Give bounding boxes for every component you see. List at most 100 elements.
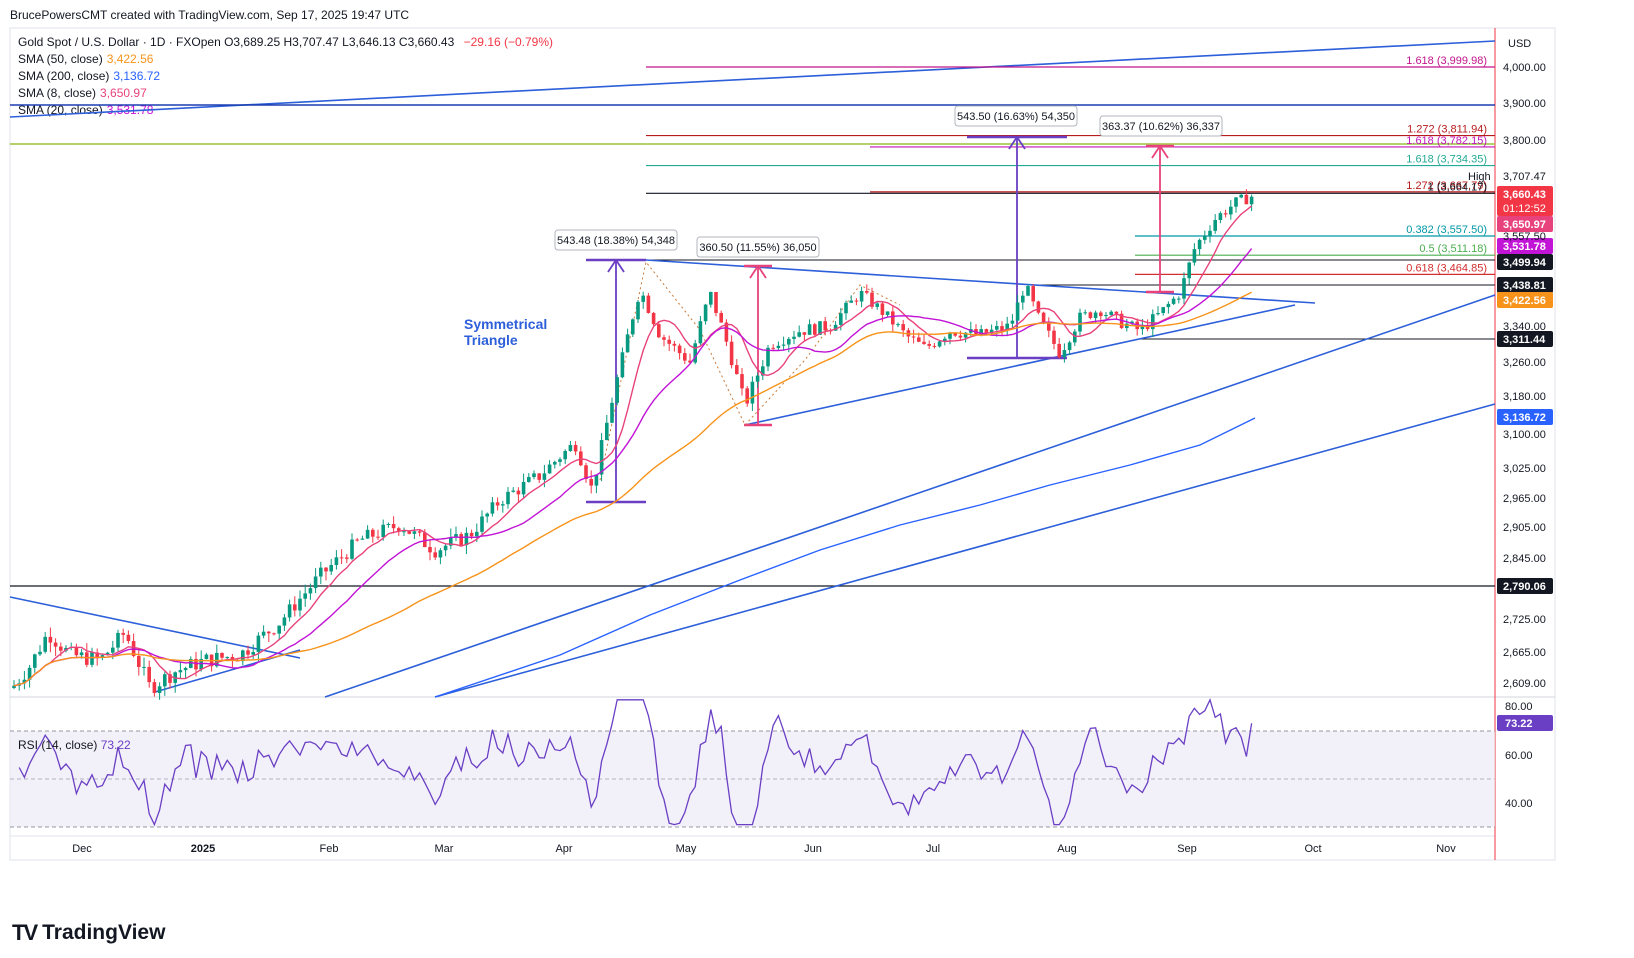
measure-label-2: 360.50 (11.55%) 36,050: [699, 242, 816, 254]
candle-body: [365, 529, 370, 539]
candle-body: [683, 353, 687, 361]
candle-body: [1114, 311, 1119, 314]
tradingview-brand[interactable]: TV TradingView: [12, 920, 165, 946]
candle-body: [438, 550, 443, 558]
fib-level-label: 0.382 (3,557.50): [1406, 224, 1487, 236]
symbol-row[interactable]: Gold Spot / U.S. Dollar · 1D · FXOpen O3…: [18, 34, 553, 51]
price-tag-label: 3,531.78: [1503, 241, 1546, 253]
measure-label-4-box: [1099, 115, 1223, 137]
x-tick-label: 2025: [191, 843, 215, 855]
candle-body: [537, 473, 541, 480]
candle-body: [553, 461, 557, 465]
x-tick-label: Jul: [926, 843, 940, 855]
fib-level-label: 0.618 (3,464.85): [1406, 262, 1487, 274]
price-chart[interactable]: 1.618 (3,999.98)1.272 (3,811.94)1.618 (3…: [0, 0, 1634, 900]
sma20-value: 3,531.78: [106, 103, 154, 117]
swing-path: [599, 260, 901, 481]
y-tick-label: 2,665.00: [1503, 647, 1546, 659]
candle-body: [885, 311, 890, 315]
price-tag-label: 3,499.94: [1503, 257, 1547, 269]
candle-body: [740, 374, 744, 389]
candle-body: [1187, 262, 1191, 279]
countdown-label: 01:12:52: [1503, 203, 1546, 215]
candle-body: [646, 295, 651, 313]
candle-body: [511, 490, 515, 492]
candle-body: [121, 632, 125, 635]
candle-body: [1015, 302, 1020, 321]
candle-body: [163, 674, 167, 687]
candle-body: [95, 652, 99, 659]
candle-body: [282, 617, 287, 626]
measure-arrow-1-head: [615, 259, 625, 273]
candle-body: [729, 341, 734, 366]
candle-body: [1062, 350, 1067, 358]
candle-body: [672, 343, 677, 346]
candle-body: [532, 473, 536, 478]
candle-body: [1041, 312, 1046, 324]
sma50-row[interactable]: SMA (50, close) 3,422.56: [18, 52, 154, 66]
candle-body: [995, 326, 999, 330]
candle-body: [714, 292, 718, 313]
candle-body: [677, 345, 682, 354]
candle-body: [142, 666, 146, 668]
candle-body: [958, 335, 963, 338]
y-tick-label: 2,725.00: [1503, 614, 1546, 626]
x-tick-label: Oct: [1304, 843, 1321, 855]
candle-body: [1057, 343, 1061, 358]
candle-body: [215, 652, 219, 667]
triangle-annotation: Symmetrical: [464, 316, 547, 332]
candle-body: [1234, 197, 1238, 207]
candle-body: [293, 604, 297, 611]
lower-rising-trend-line: [434, 403, 1496, 698]
price-tag: [1497, 578, 1553, 594]
price-tag: [1497, 409, 1553, 425]
candle-body: [126, 634, 131, 642]
candle-body: [449, 537, 453, 546]
price-tag-label: 3,660.43: [1503, 189, 1546, 201]
candle-body: [901, 324, 905, 331]
candle-body: [433, 552, 437, 558]
x-tick-label: Aug: [1057, 843, 1077, 855]
candle-body: [589, 479, 593, 486]
fib-level-label: 1.272 (3,667.79): [1406, 180, 1487, 192]
candle-body: [615, 377, 619, 403]
y-tick-label: 3,260.00: [1503, 357, 1546, 369]
candle-body: [1229, 206, 1233, 215]
candle-body: [1093, 312, 1098, 319]
fib-level-label: 1.618 (3,734.35): [1406, 154, 1487, 166]
candle-body: [745, 388, 749, 404]
candle-body: [849, 300, 853, 303]
candle-body: [984, 329, 989, 334]
candle-body: [667, 339, 671, 344]
rsi-value: 73.22: [100, 738, 131, 752]
candle-body: [53, 642, 58, 647]
fib-level-label: 1 (3,664.17): [1428, 181, 1487, 193]
drawing-layer[interactable]: [9, 40, 1496, 698]
candle-body: [402, 531, 406, 533]
y-tick-label: 4,000.00: [1503, 62, 1546, 74]
rsi-legend[interactable]: RSI (14, close) 73.22: [18, 738, 131, 752]
candle-body: [1182, 278, 1186, 299]
candle-body: [313, 576, 318, 589]
candle-body: [459, 534, 463, 546]
candle-body: [251, 651, 255, 655]
candle-body: [802, 332, 807, 335]
candle-body: [464, 532, 469, 546]
candle-body: [100, 655, 105, 659]
candle-body: [558, 459, 562, 462]
candle-body: [324, 567, 328, 572]
candle-body: [776, 345, 781, 349]
candle-body: [319, 567, 323, 577]
candle-body: [527, 477, 531, 482]
sma8-row[interactable]: SMA (8, close) 3,650.97: [18, 86, 147, 100]
candle-body: [636, 301, 640, 320]
sma20-line: [13, 248, 1253, 687]
candle-body: [334, 557, 339, 566]
candle-body: [246, 650, 250, 655]
sma200-row[interactable]: SMA (200, close) 3,136.72: [18, 69, 161, 83]
candle-body: [833, 324, 838, 331]
candle-body: [1104, 314, 1108, 317]
x-tick-label: Jun: [804, 843, 822, 855]
candle-body: [724, 322, 729, 342]
candle-body: [1099, 312, 1103, 317]
